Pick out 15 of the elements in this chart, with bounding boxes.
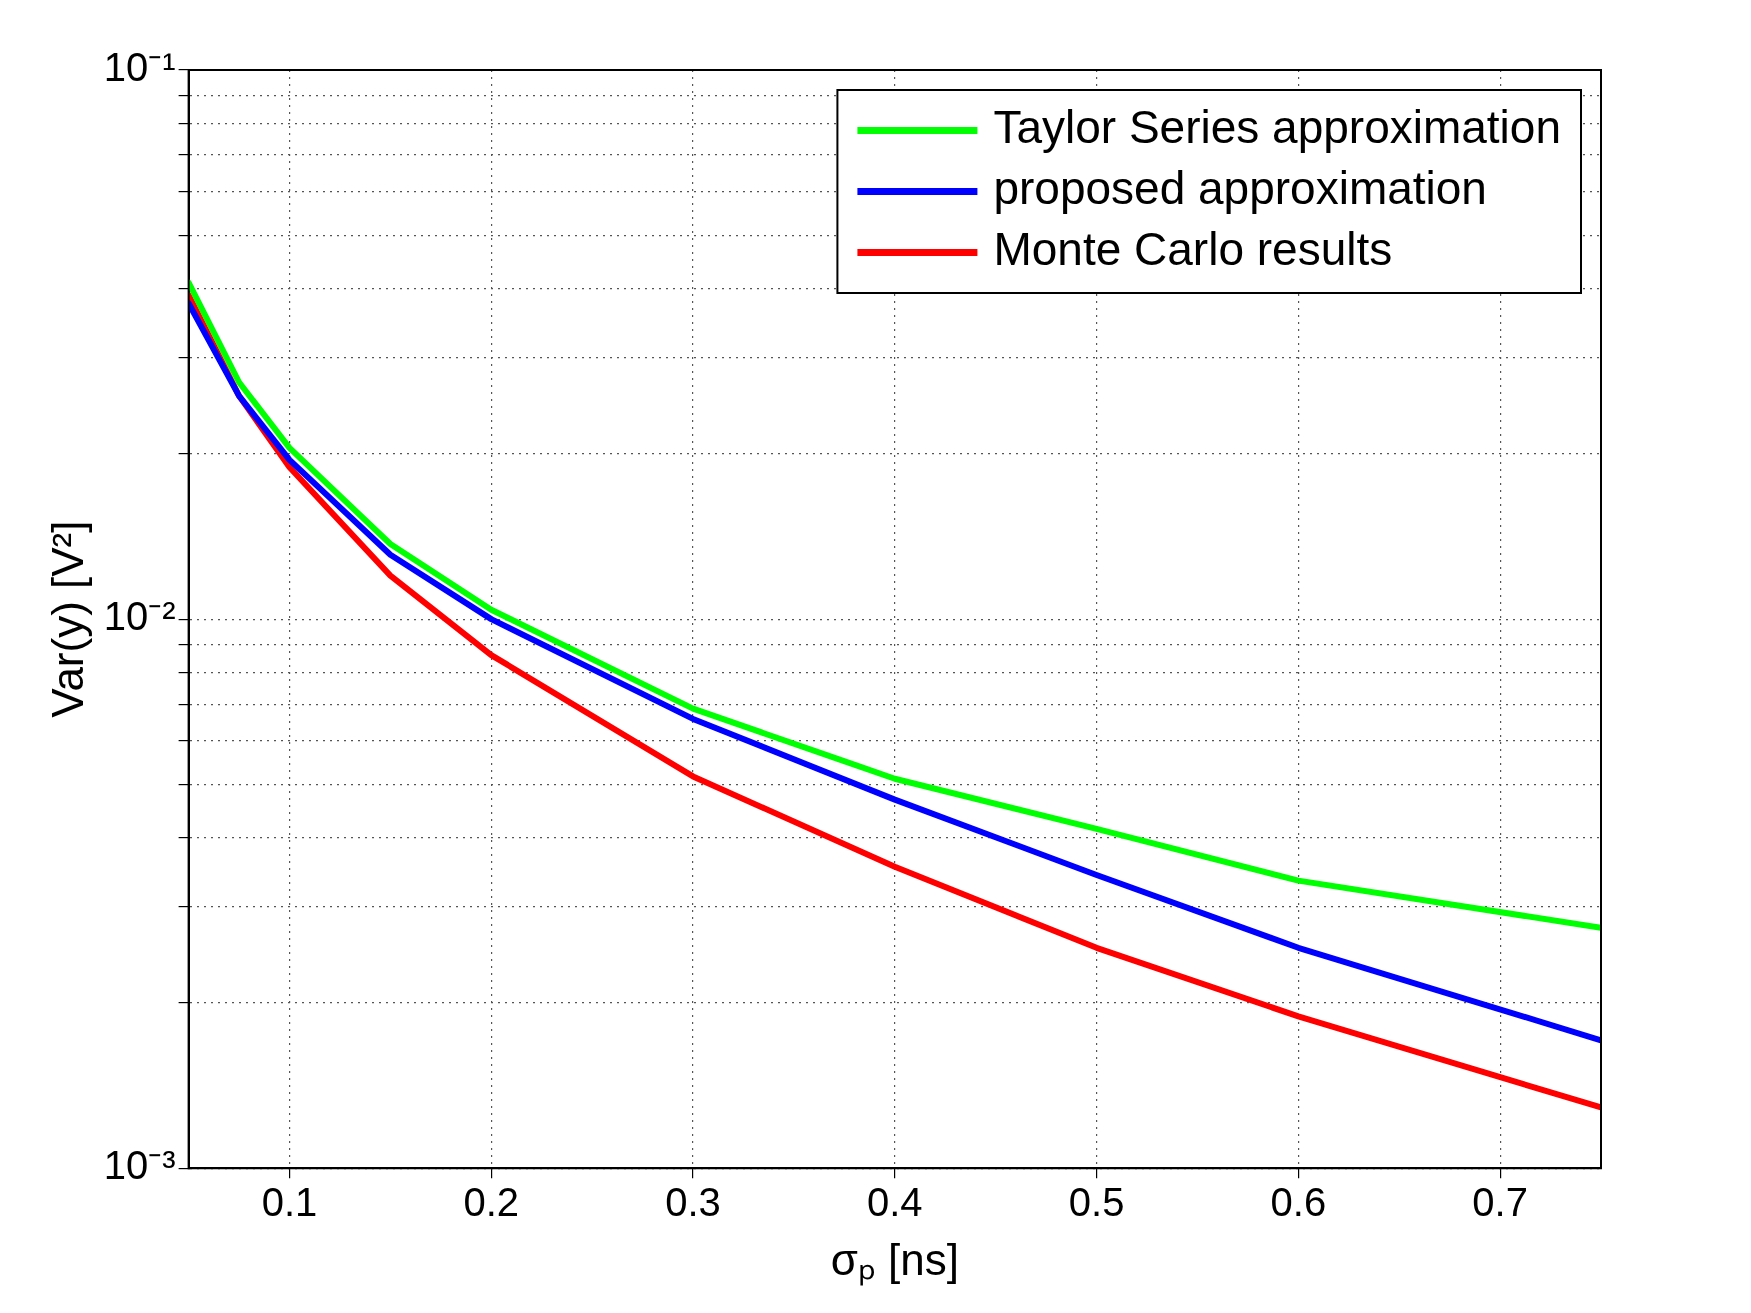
y-axis-title: Var(y) [V²] bbox=[42, 520, 92, 718]
x-tick-label: 0.2 bbox=[463, 1180, 520, 1225]
y-tick-label: 10⁻² bbox=[103, 594, 176, 639]
x-tick-label: 0.5 bbox=[1068, 1180, 1125, 1225]
x-tick-label: 0.6 bbox=[1270, 1180, 1327, 1225]
y-tick-label: 10⁻¹ bbox=[103, 45, 176, 90]
x-tick-label: 0.1 bbox=[261, 1180, 318, 1225]
x-axis-title: σₚ [ns] bbox=[830, 1234, 959, 1286]
legend-label: Monte Carlo results bbox=[993, 223, 1393, 276]
legend-label: Taylor Series approximation bbox=[993, 101, 1562, 154]
x-tick-label: 0.3 bbox=[665, 1180, 721, 1225]
x-tick-label: 0.4 bbox=[867, 1180, 923, 1225]
x-tick-label: 0.7 bbox=[1472, 1180, 1528, 1225]
legend-label: proposed approximation bbox=[993, 162, 1487, 215]
y-tick-label: 10⁻³ bbox=[103, 1143, 176, 1188]
